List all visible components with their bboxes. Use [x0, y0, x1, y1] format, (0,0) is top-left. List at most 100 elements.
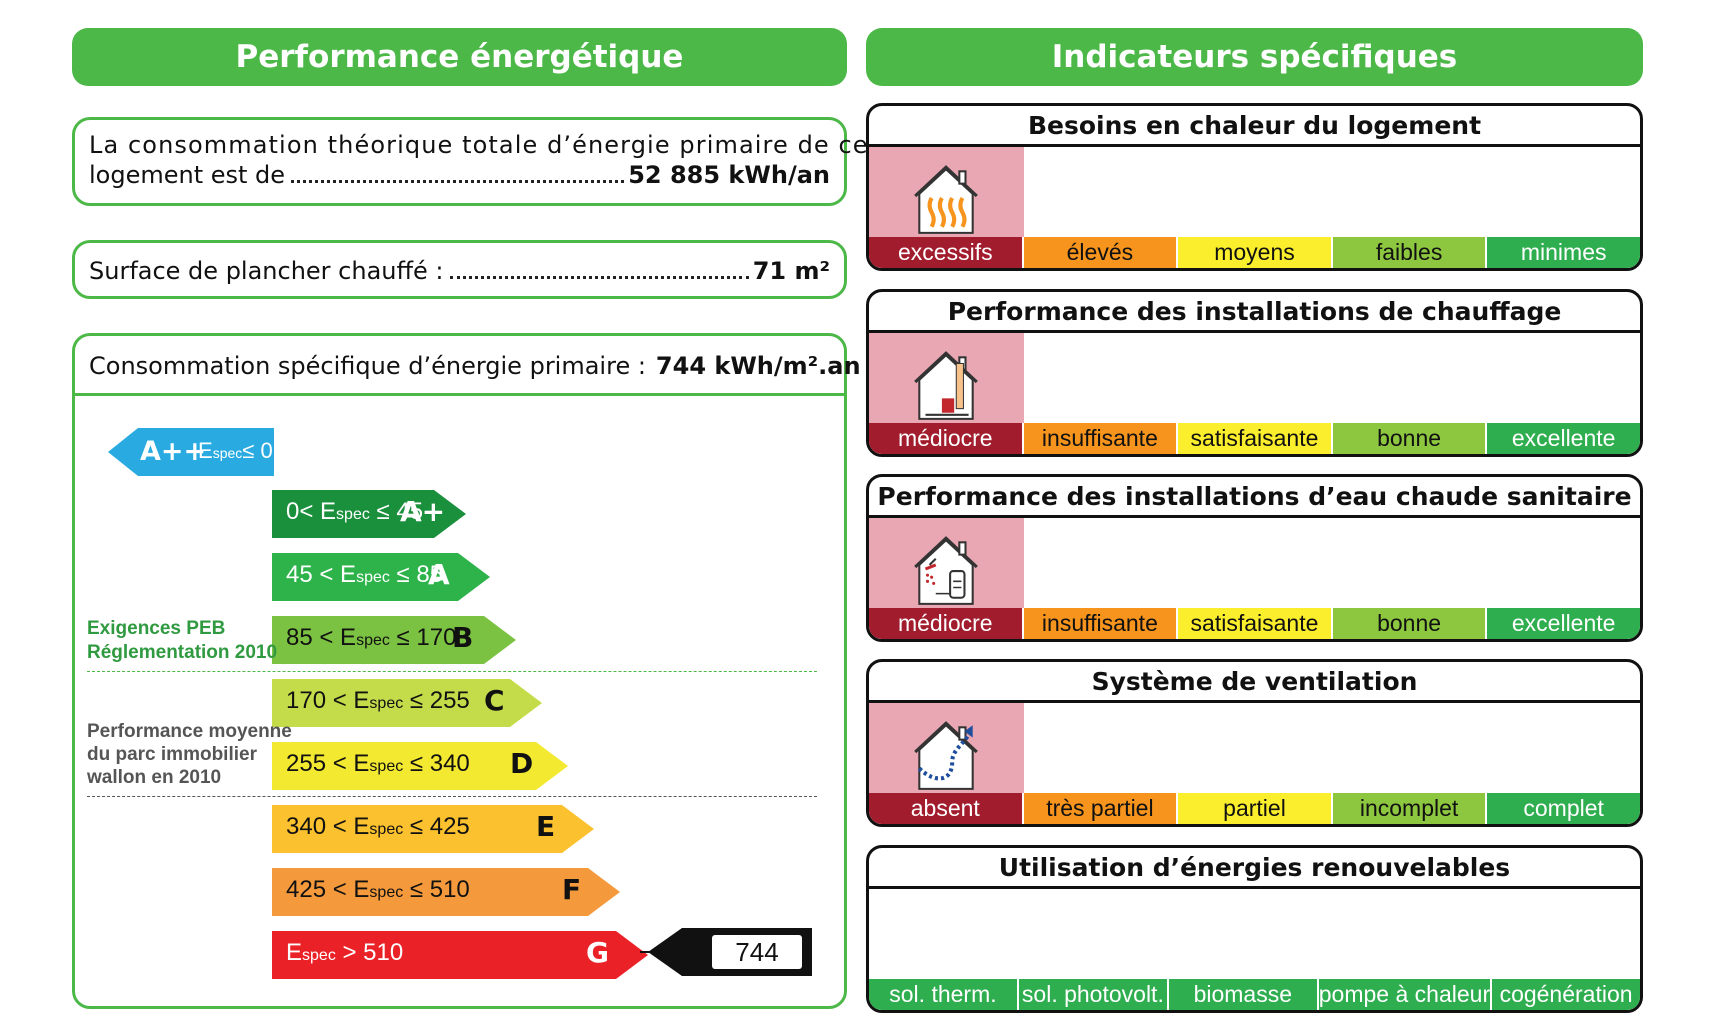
specific-value: 744 kWh/m².an: [655, 352, 861, 380]
consumption-line1: La consommation théorique totale d’énerg…: [89, 131, 869, 159]
specific-divider: [72, 393, 847, 396]
surface-value: 71 m²: [752, 257, 830, 285]
indicator-scale: absent très partiel partiel incomplet comple…: [869, 793, 1640, 824]
indicator-box: Performance des installations d’eau chau…: [866, 474, 1643, 642]
peb-note: Exigences PEB Réglementation 2010: [87, 618, 278, 663]
performance-header: Performance énergétique: [72, 28, 847, 86]
heat-needs-icon: [914, 165, 978, 234]
scale-cell: cogénération: [1492, 979, 1640, 1010]
hot-water-icon: [914, 536, 978, 605]
class-range: 425 < Espec ≤ 510: [286, 876, 470, 903]
scale-cell: insuffisante: [1023, 423, 1179, 454]
surface-label: Surface de plancher chauffé :: [89, 257, 444, 285]
class-row-e: 340 < Espec ≤ 425 E: [272, 805, 594, 853]
scale-cell: sol. photovolt.: [1018, 979, 1169, 1010]
selected-level-cell: [869, 333, 1024, 423]
scale-cell: élevés: [1023, 237, 1179, 268]
class-letter: A+: [400, 495, 446, 528]
peb-divider: [87, 671, 817, 672]
class-range: 0< Espec ≤ 45: [286, 498, 424, 525]
class-row-g: Espec > 510 G: [272, 931, 648, 979]
scale-cell: satisfaisante: [1178, 423, 1333, 454]
scale-cell: insuffisante: [1023, 608, 1179, 639]
class-arrow: [272, 805, 594, 853]
class-letter: E: [536, 810, 556, 843]
class-range: 255 < Espec ≤ 340: [286, 750, 470, 777]
scale-cell: absent: [869, 793, 1024, 824]
class-row-f: 425 < Espec ≤ 510 F: [272, 868, 620, 916]
class-arrow-a-plus-plus: [108, 428, 274, 476]
indicator-title: Performance des installations de chauffa…: [869, 292, 1640, 333]
class-arrow: [272, 868, 620, 916]
indicator-scale: médiocre insuffisante satisfaisante bonne ex…: [869, 423, 1640, 454]
surface-box: Surface de plancher chauffé : 71 m²: [72, 240, 847, 299]
indicator-box: Système de ventilation absent très partiel…: [866, 659, 1643, 827]
class-arrow: [272, 616, 516, 664]
selected-level-cell: [869, 703, 1024, 793]
dotted-leader: [291, 180, 625, 183]
class-row-a-plus: 0< Espec ≤ 45 A+: [272, 490, 466, 538]
class-range: 170 < Espec ≤ 255: [286, 687, 470, 714]
class-row-c: 170 < Espec ≤ 255 C: [272, 679, 542, 727]
class-arrow: [272, 490, 466, 538]
heating-installation-icon: [914, 351, 978, 420]
scale-cell: moyens: [1178, 237, 1333, 268]
selected-level-cell: [869, 518, 1024, 608]
class-arrow: [272, 553, 490, 601]
indicator-title: Système de ventilation: [869, 662, 1640, 703]
class-arrow: [272, 931, 648, 979]
parc-divider: [87, 796, 817, 797]
class-letter: B: [452, 621, 474, 654]
class-row-a: 45 < Espec ≤ 85 A: [272, 553, 490, 601]
class-range: Espec≤ 0: [198, 438, 273, 463]
scale-cell: bonne: [1332, 608, 1488, 639]
class-letter: G: [586, 936, 609, 969]
class-range: 340 < Espec ≤ 425: [286, 813, 470, 840]
scale-cell: excellente: [1487, 423, 1640, 454]
scale-cell: complet: [1487, 793, 1640, 824]
indicator-box: Utilisation d’énergies renouvelables sol.…: [866, 845, 1643, 1013]
indicator-scale: excessifs élevés moyens faibles minimes: [869, 237, 1640, 268]
ventilation-icon: [914, 721, 978, 790]
dotted-leader: [449, 276, 749, 279]
class-arrow: [272, 679, 542, 727]
specific-label: Consommation spécifique d’énergie primai…: [89, 352, 646, 380]
scale-cell: excellente: [1487, 608, 1640, 639]
indicator-scale: médiocre insuffisante satisfaisante bonne ex…: [869, 608, 1640, 639]
class-letter: A++: [140, 436, 207, 467]
class-letter: C: [484, 684, 505, 717]
indicator-title: Performance des installations d’eau chau…: [869, 477, 1640, 518]
class-letter: D: [510, 747, 534, 780]
scale-cell: excessifs: [869, 237, 1024, 268]
class-letter: A: [428, 558, 450, 591]
total-consumption-box: La consommation théorique totale d’énerg…: [72, 117, 869, 206]
scale-cell: biomasse: [1168, 979, 1319, 1010]
scale-cell: pompe à chaleur: [1318, 979, 1493, 1010]
scale-cell: sol. therm.: [869, 979, 1019, 1010]
class-range: Espec > 510: [286, 939, 404, 966]
parc-note: Performance moyenne du parc immobilier w…: [87, 721, 292, 788]
specific-line: Consommation spécifique d’énergie primai…: [75, 336, 861, 380]
result-connector: [640, 951, 652, 953]
scale-cell: partiel: [1178, 793, 1333, 824]
consumption-value: 52 885 kWh/an: [628, 161, 830, 189]
class-arrow: [272, 742, 568, 790]
indicators-header: Indicateurs spécifiques: [866, 28, 1643, 86]
indicator-scale: sol. therm. sol. photovolt. biomasse pompe …: [869, 979, 1640, 1010]
result-marker: 744: [648, 928, 812, 976]
scale-cell: satisfaisante: [1178, 608, 1333, 639]
indicator-box: Besoins en chaleur du logement excessifs é…: [866, 103, 1643, 271]
consumption-line2: logement est de 52 885 kWh/an: [89, 161, 830, 189]
class-range: 45 < Espec ≤ 85: [286, 561, 444, 588]
scale-cell: bonne: [1332, 423, 1488, 454]
scale-cell: très partiel: [1023, 793, 1179, 824]
scale-cell: incomplet: [1332, 793, 1488, 824]
consumption-line2-label: logement est de: [89, 161, 286, 189]
result-value: 744: [735, 937, 779, 967]
scale-cell: médiocre: [869, 423, 1024, 454]
class-row-b: 85 < Espec ≤ 170 B: [272, 616, 516, 664]
scale-cell: faibles: [1332, 237, 1488, 268]
indicator-title: Besoins en chaleur du logement: [869, 106, 1640, 147]
selected-level-cell: [869, 147, 1024, 237]
class-range: 85 < Espec ≤ 170: [286, 624, 457, 651]
